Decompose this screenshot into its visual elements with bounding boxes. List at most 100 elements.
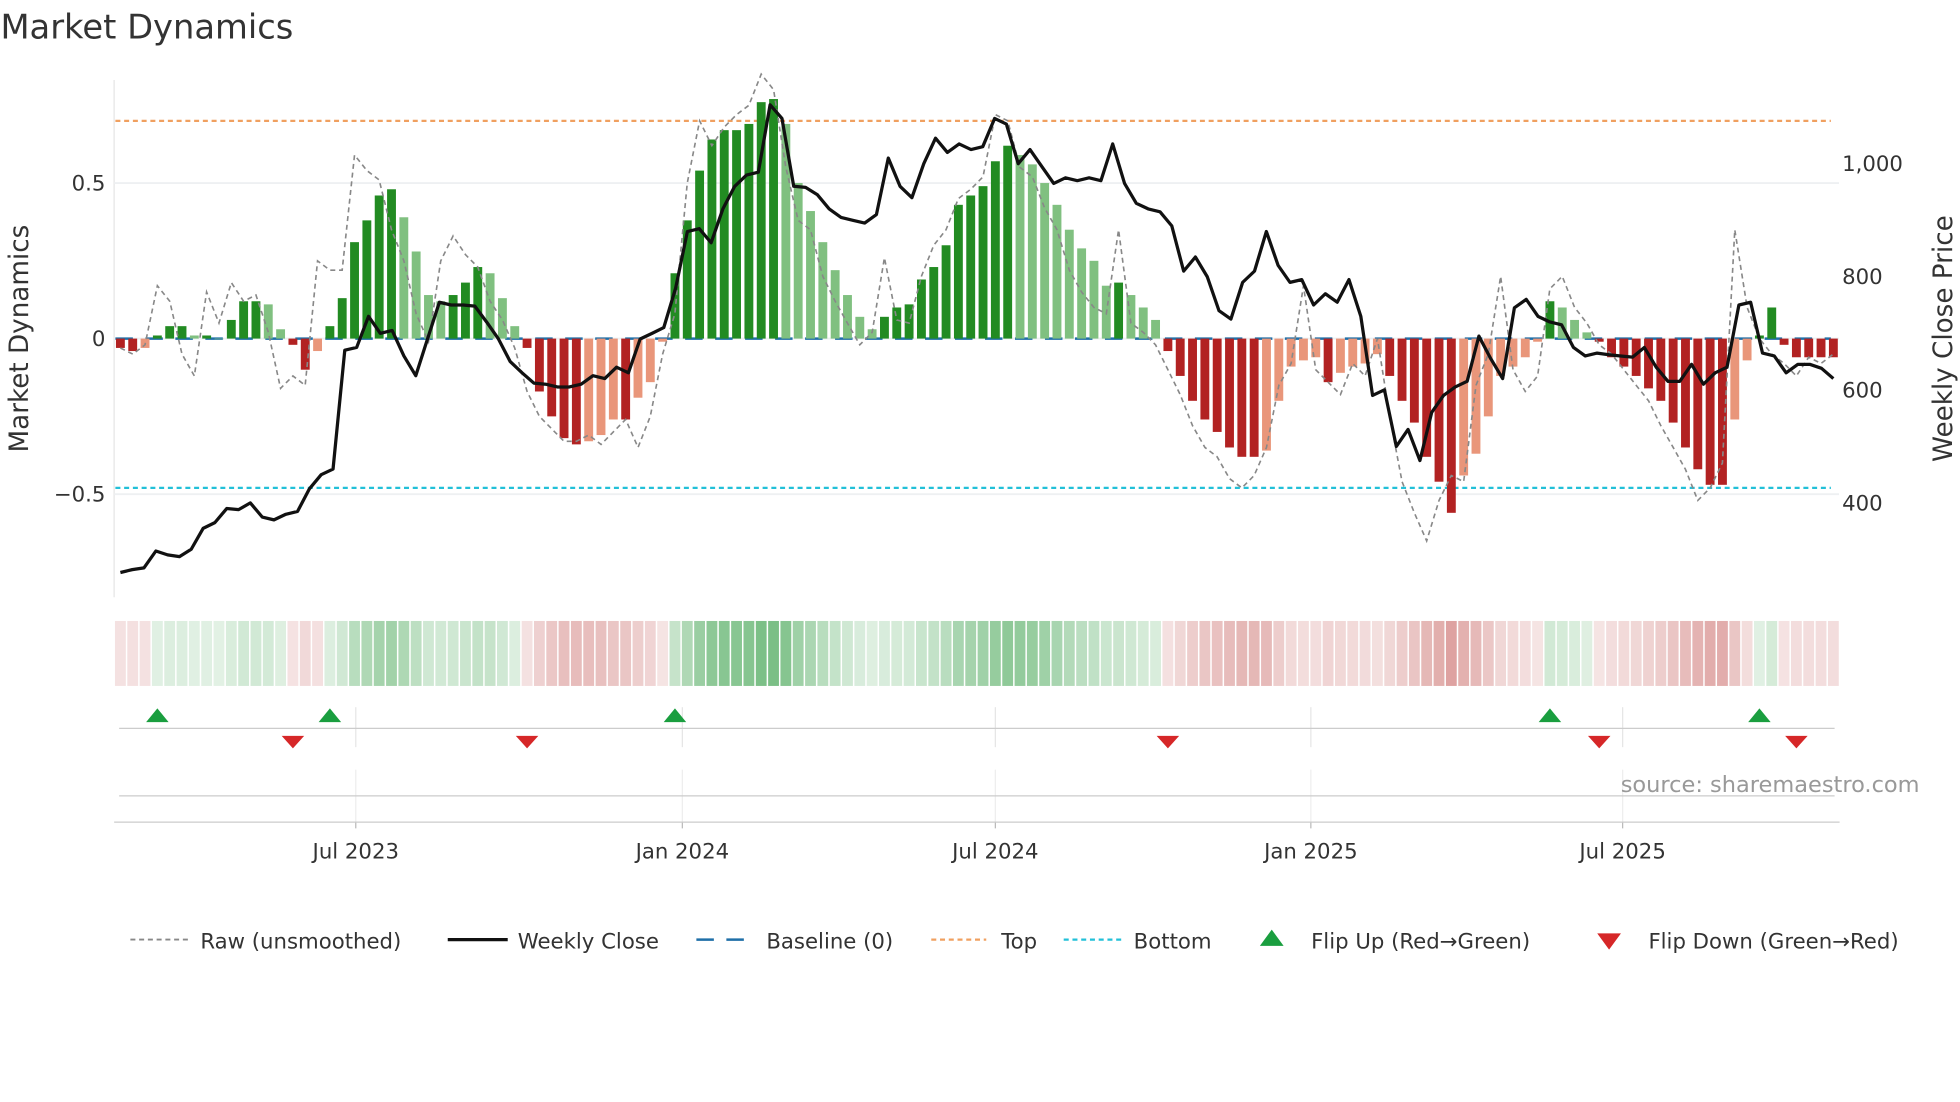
regime-strip-cell — [164, 620, 176, 686]
regime-strip-cell — [262, 620, 274, 686]
momentum-bar — [818, 242, 828, 339]
legend-label: Baseline (0) — [766, 929, 893, 954]
regime-strip-cell — [706, 620, 718, 686]
regime-strip-cell — [903, 620, 915, 686]
regime-strip-cell — [1482, 620, 1494, 686]
x-tick-label: Jul 2025 — [1577, 839, 1665, 864]
regime-strip-cell — [1236, 620, 1248, 686]
flip-down-marker — [515, 735, 539, 749]
regime-strip-cell — [1532, 620, 1544, 686]
momentum-bar — [769, 99, 778, 339]
regime-strip-cell — [657, 620, 669, 686]
regime-strip-cell — [805, 620, 816, 686]
weekly-close-line — [120, 103, 1835, 575]
momentum-bar — [325, 326, 335, 339]
regime-strip-cell — [460, 620, 471, 686]
momentum-bar — [165, 326, 175, 339]
regime-strip-cell — [1273, 620, 1285, 686]
regime-strip-cell — [1606, 620, 1617, 686]
regime-strip-cell — [1556, 620, 1568, 686]
momentum-bar — [1397, 338, 1407, 401]
momentum-bar — [953, 204, 963, 339]
legend-label: Bottom — [1134, 929, 1212, 954]
momentum-bar — [497, 298, 507, 339]
momentum-bar — [695, 170, 705, 339]
regime-strip-cell — [1285, 620, 1297, 686]
regime-strip-cell — [879, 620, 890, 686]
regime-strip-cell — [1174, 620, 1186, 686]
regime-strip-cell — [1039, 620, 1051, 686]
regime-strip-cell — [151, 620, 163, 686]
legend-label: Raw (unsmoothed) — [200, 929, 401, 954]
regime-strip-cell — [398, 620, 410, 686]
regime-strip-cell — [755, 620, 767, 686]
regime-strip-cell — [1618, 620, 1630, 686]
momentum-bar — [781, 123, 791, 339]
regime-strip-cell — [312, 620, 323, 686]
regime-strip-cell — [1211, 620, 1223, 686]
momentum-bar — [1225, 338, 1234, 448]
regime-strip-cell — [1680, 620, 1691, 686]
regime-strip-cell — [570, 620, 582, 686]
flip-up-marker — [146, 708, 169, 723]
momentum-bar — [1372, 338, 1382, 355]
momentum-bar — [1446, 338, 1456, 513]
regime-strip-cell — [188, 620, 200, 686]
momentum-bar — [1274, 338, 1284, 401]
momentum-bar — [732, 130, 742, 339]
momentum-bar — [411, 251, 421, 339]
regime-strip-cell — [1298, 620, 1309, 686]
momentum-bar — [1434, 338, 1444, 482]
momentum-bar — [1335, 338, 1345, 373]
regime-strip-cell — [201, 620, 213, 686]
regime-strip-cell — [817, 620, 829, 686]
momentum-bar — [448, 295, 458, 339]
regime-strip-cell — [681, 620, 693, 686]
regime-strip-cell — [583, 620, 595, 686]
regime-strip-cell — [472, 620, 484, 686]
legend-label: Flip Down (Green→Red) — [1648, 929, 1898, 954]
momentum-bar — [1163, 338, 1173, 352]
regime-strip-cell — [1544, 620, 1556, 686]
momentum-bar — [1570, 319, 1580, 339]
regime-strip-cell — [1224, 620, 1235, 686]
y2-tick-label: 1,000 — [1842, 152, 1903, 177]
regime-strip-cell — [1187, 620, 1198, 686]
momentum-bar — [1040, 183, 1050, 339]
momentum-bar — [929, 267, 939, 339]
flip-down-marker — [281, 735, 305, 749]
regime-strip-cell — [114, 620, 126, 686]
momentum-bar — [152, 335, 162, 339]
momentum-bar — [1175, 338, 1185, 376]
momentum-bar — [547, 338, 557, 417]
regime-strip-cell — [940, 620, 952, 686]
regime-strip-cell — [176, 620, 188, 686]
momentum-bar — [744, 123, 754, 339]
regime-strip-cell — [1310, 620, 1322, 686]
regime-strip-cell — [1396, 620, 1408, 686]
momentum-bar — [1126, 295, 1136, 339]
regime-strip-cell — [595, 620, 607, 686]
momentum-bar — [226, 319, 236, 339]
momentum-bar — [1791, 338, 1801, 358]
momentum-bar — [1077, 248, 1087, 339]
momentum-bar — [461, 282, 470, 339]
regime-strip-cell — [287, 620, 299, 686]
regime-strip-cell — [644, 620, 656, 686]
flip-down-marker — [1587, 735, 1611, 749]
momentum-bar — [1644, 338, 1653, 389]
regime-strip-cell — [1433, 620, 1445, 686]
momentum-bar — [633, 338, 643, 398]
regime-strip-cell — [1113, 620, 1125, 686]
momentum-bar — [1804, 338, 1814, 358]
regime-strip-cell — [607, 620, 619, 686]
momentum-bar — [867, 329, 877, 339]
y-tick-label: 0.5 — [72, 172, 106, 197]
momentum-bar — [1188, 338, 1197, 401]
regime-strip-cell — [829, 620, 841, 686]
momentum-bar — [387, 189, 396, 339]
regime-strip-cell — [1359, 620, 1371, 686]
momentum-bar — [251, 301, 261, 339]
regime-strip-cell — [250, 620, 262, 686]
